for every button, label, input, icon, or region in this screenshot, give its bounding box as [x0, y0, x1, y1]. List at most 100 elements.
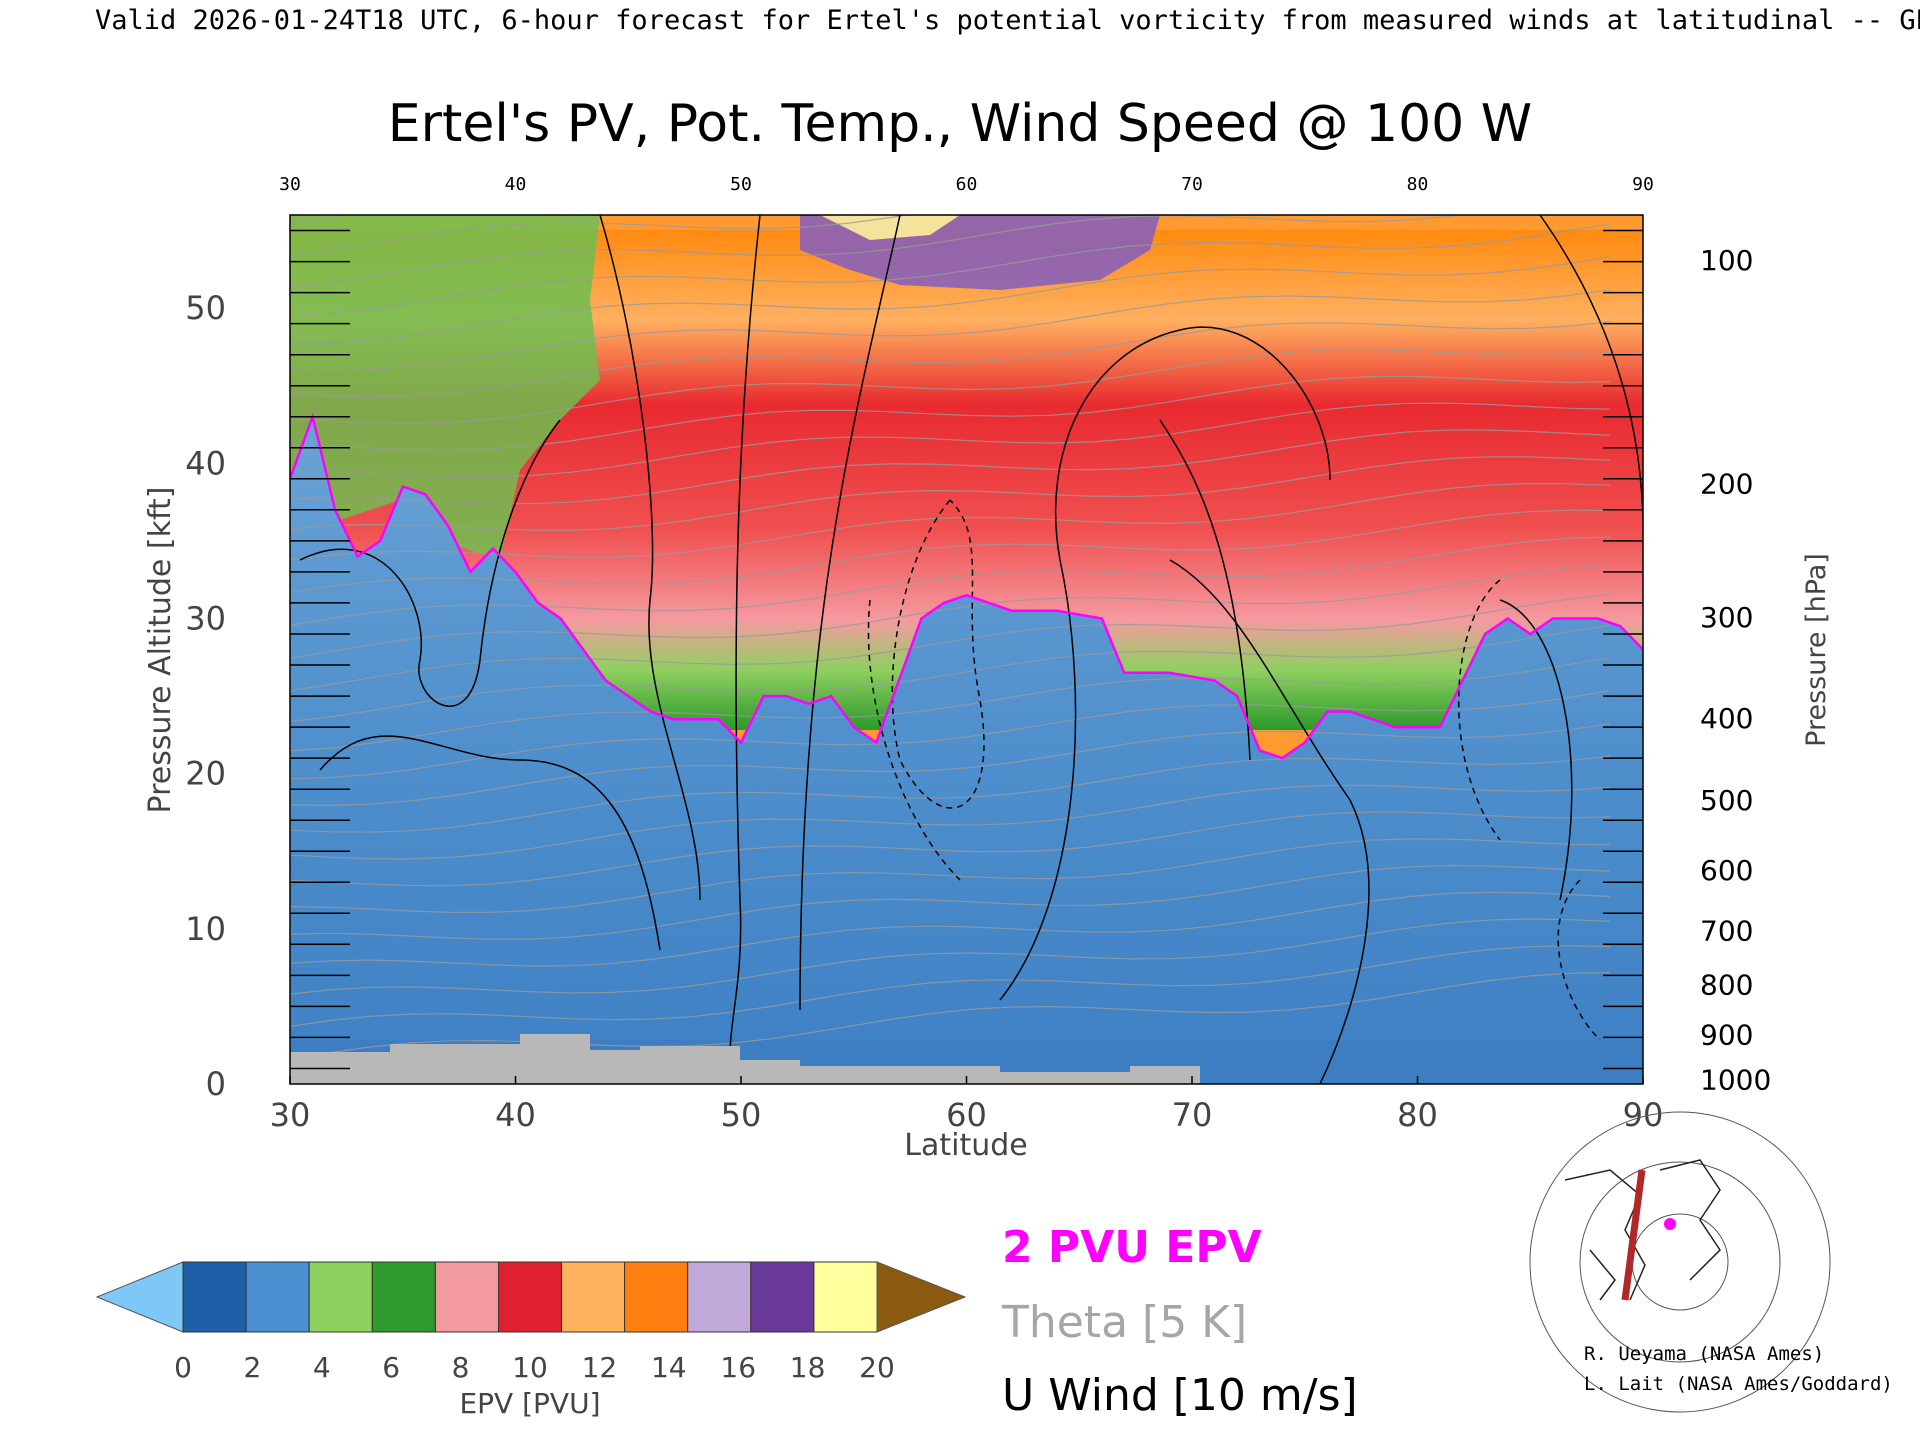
theta-contour-line — [290, 657, 1611, 752]
header-text: Valid 2026-01-24T18 UTC, 6-hour forecast… — [95, 5, 1920, 36]
x-top-tick-label: 70 — [1181, 174, 1203, 195]
pressure-tick-label: 600 — [1700, 854, 1753, 887]
theta-contour-line — [290, 456, 1611, 532]
theta-contour-line — [290, 945, 1611, 1027]
theta-contour-line — [290, 509, 1611, 593]
theta-contour-line — [290, 215, 1463, 288]
colorbar-tick-label: 0 — [174, 1351, 192, 1384]
u-wind-contour-line — [299, 419, 561, 707]
pressure-tick-label: 400 — [1700, 702, 1753, 735]
u-wind-contour-line — [1159, 419, 1251, 761]
colorbar-tick-label: 18 — [790, 1351, 826, 1384]
theta-contour-line — [290, 624, 1611, 723]
x-tick-label: 70 — [1172, 1096, 1213, 1134]
epv-colorbar: 0 2 4 6 8 10 12 14 16 18 20 — [95, 1261, 967, 1384]
theta-contours — [290, 215, 1611, 1060]
theta-contour-line — [290, 755, 1611, 833]
theta-contour-line — [290, 402, 1611, 478]
colorbar-swatch — [308, 1261, 373, 1333]
colorbar-over-arrow — [876, 1261, 967, 1333]
u-wind-negative-contour — [1458, 579, 1501, 841]
chart-title: Ertel's PV, Pot. Temp., Wind Speed @ 100… — [388, 94, 1532, 154]
u-wind-contour-line — [1169, 559, 1370, 1084]
locator-map-marker — [1664, 1218, 1676, 1230]
y-tick-label: 50 — [185, 289, 226, 327]
colorbar-under-arrow — [95, 1261, 184, 1333]
locator-map-latitude-circle — [1529, 1111, 1831, 1413]
colorbar-swatch — [371, 1261, 436, 1333]
upper-yellow-patch — [820, 215, 960, 240]
terrain-mask — [290, 1034, 1200, 1084]
pressure-tick-label: 100 — [1700, 244, 1753, 277]
colorbar-swatch — [813, 1261, 878, 1333]
colorbar-swatch — [687, 1261, 752, 1333]
y-tick-label: 40 — [185, 444, 226, 482]
y-tick-label: 10 — [185, 910, 226, 948]
colorbar-swatch — [498, 1261, 563, 1333]
x-tick-label: 50 — [721, 1096, 762, 1134]
x-tick-label: 90 — [1623, 1096, 1664, 1134]
locator-map-latitude-circle — [1579, 1161, 1781, 1363]
x-top-tick-label: 80 — [1407, 174, 1429, 195]
colorbar-tick-label: 4 — [313, 1351, 331, 1384]
colorbar-tick-label: 14 — [651, 1351, 687, 1384]
theta-contour-line — [290, 784, 1611, 860]
u-wind-contour-line — [319, 735, 661, 951]
locator-map-coastline — [1564, 1159, 1721, 1301]
y-axis-label: Pressure Altitude [kft] — [143, 487, 178, 814]
colorbar-tick-label: 8 — [452, 1351, 470, 1384]
pressure-tick-label: 1000 — [1700, 1063, 1771, 1096]
theta-contour-line — [290, 838, 1611, 913]
pressure-tick-label: 500 — [1700, 784, 1753, 817]
colorbar-tick-label: 20 — [859, 1351, 895, 1384]
theta-contour-line — [290, 723, 1611, 807]
theta-contour-line — [290, 564, 1611, 659]
theta-contour-line — [290, 289, 1611, 371]
pressure-tick-label: 300 — [1700, 601, 1753, 634]
x-axis-label: Latitude — [904, 1128, 1027, 1163]
theta-contour-line — [290, 972, 1611, 1060]
theta-contour-line — [290, 811, 1611, 887]
colorbar-swatch — [245, 1261, 310, 1333]
y-tick-label: 0 — [206, 1065, 226, 1103]
theta-contour-line — [290, 429, 1611, 505]
theta-contour-line — [290, 918, 1611, 995]
credit-line-2: L. Lait (NASA Ames/Goddard) — [1584, 1373, 1893, 1395]
colorbar-tick-label: 6 — [382, 1351, 400, 1384]
pressure-tick-label: 200 — [1700, 467, 1753, 500]
pressure-tickmarks — [290, 229, 1643, 1070]
legend-entry-uwind: U Wind [10 m/s] — [1002, 1370, 1358, 1421]
theta-contour-line — [290, 321, 1611, 398]
pressure-tick-label: 900 — [1700, 1018, 1753, 1051]
theta-contour-line — [290, 864, 1611, 940]
wind-contours — [299, 215, 1643, 1084]
u-wind-contour-line — [799, 215, 901, 1011]
theta-contour-line — [290, 223, 1611, 317]
colorbar-swatch — [624, 1261, 689, 1333]
u-wind-contour-line — [729, 215, 761, 1084]
colorbar-swatch — [434, 1261, 499, 1333]
pressure-axis-label: Pressure [hPa] — [1801, 553, 1832, 747]
x-axis: 30 40 50 60 70 80 90 — [270, 1076, 1664, 1134]
x-tick-label: 30 — [270, 1096, 311, 1134]
pressure-tick-label: 700 — [1700, 914, 1753, 947]
credit-line-1: R. Ueyama (NASA Ames) — [1584, 1343, 1824, 1365]
x-top-tick-label: 40 — [505, 174, 527, 195]
x-top-tick-label: 60 — [956, 174, 978, 195]
u-wind-negative-contour — [891, 499, 985, 809]
locator-map-section-line — [1621, 1169, 1646, 1301]
theta-contour-line — [290, 690, 1611, 780]
colorbar-tick-label: 12 — [582, 1351, 618, 1384]
plot-area — [290, 215, 1643, 1084]
x-axis-top: 30 40 50 60 70 80 90 — [279, 174, 1654, 195]
legend-entry-pvu: 2 PVU EPV — [1002, 1222, 1262, 1273]
x-top-tick-label: 30 — [279, 174, 301, 195]
u-wind-negative-contour — [867, 599, 961, 881]
legend-entry-theta: Theta [5 K] — [1001, 1297, 1247, 1348]
u-wind-contour-line — [1499, 599, 1573, 901]
x-top-tick-label: 50 — [730, 174, 752, 195]
y-axis: 0 10 20 30 40 50 — [185, 289, 226, 1103]
pressure-tick-label: 800 — [1700, 969, 1753, 1002]
legend: 2 PVU EPV Theta [5 K] U Wind [10 m/s] — [1001, 1222, 1358, 1421]
colorbar-label: EPV [PVU] — [459, 1387, 600, 1420]
